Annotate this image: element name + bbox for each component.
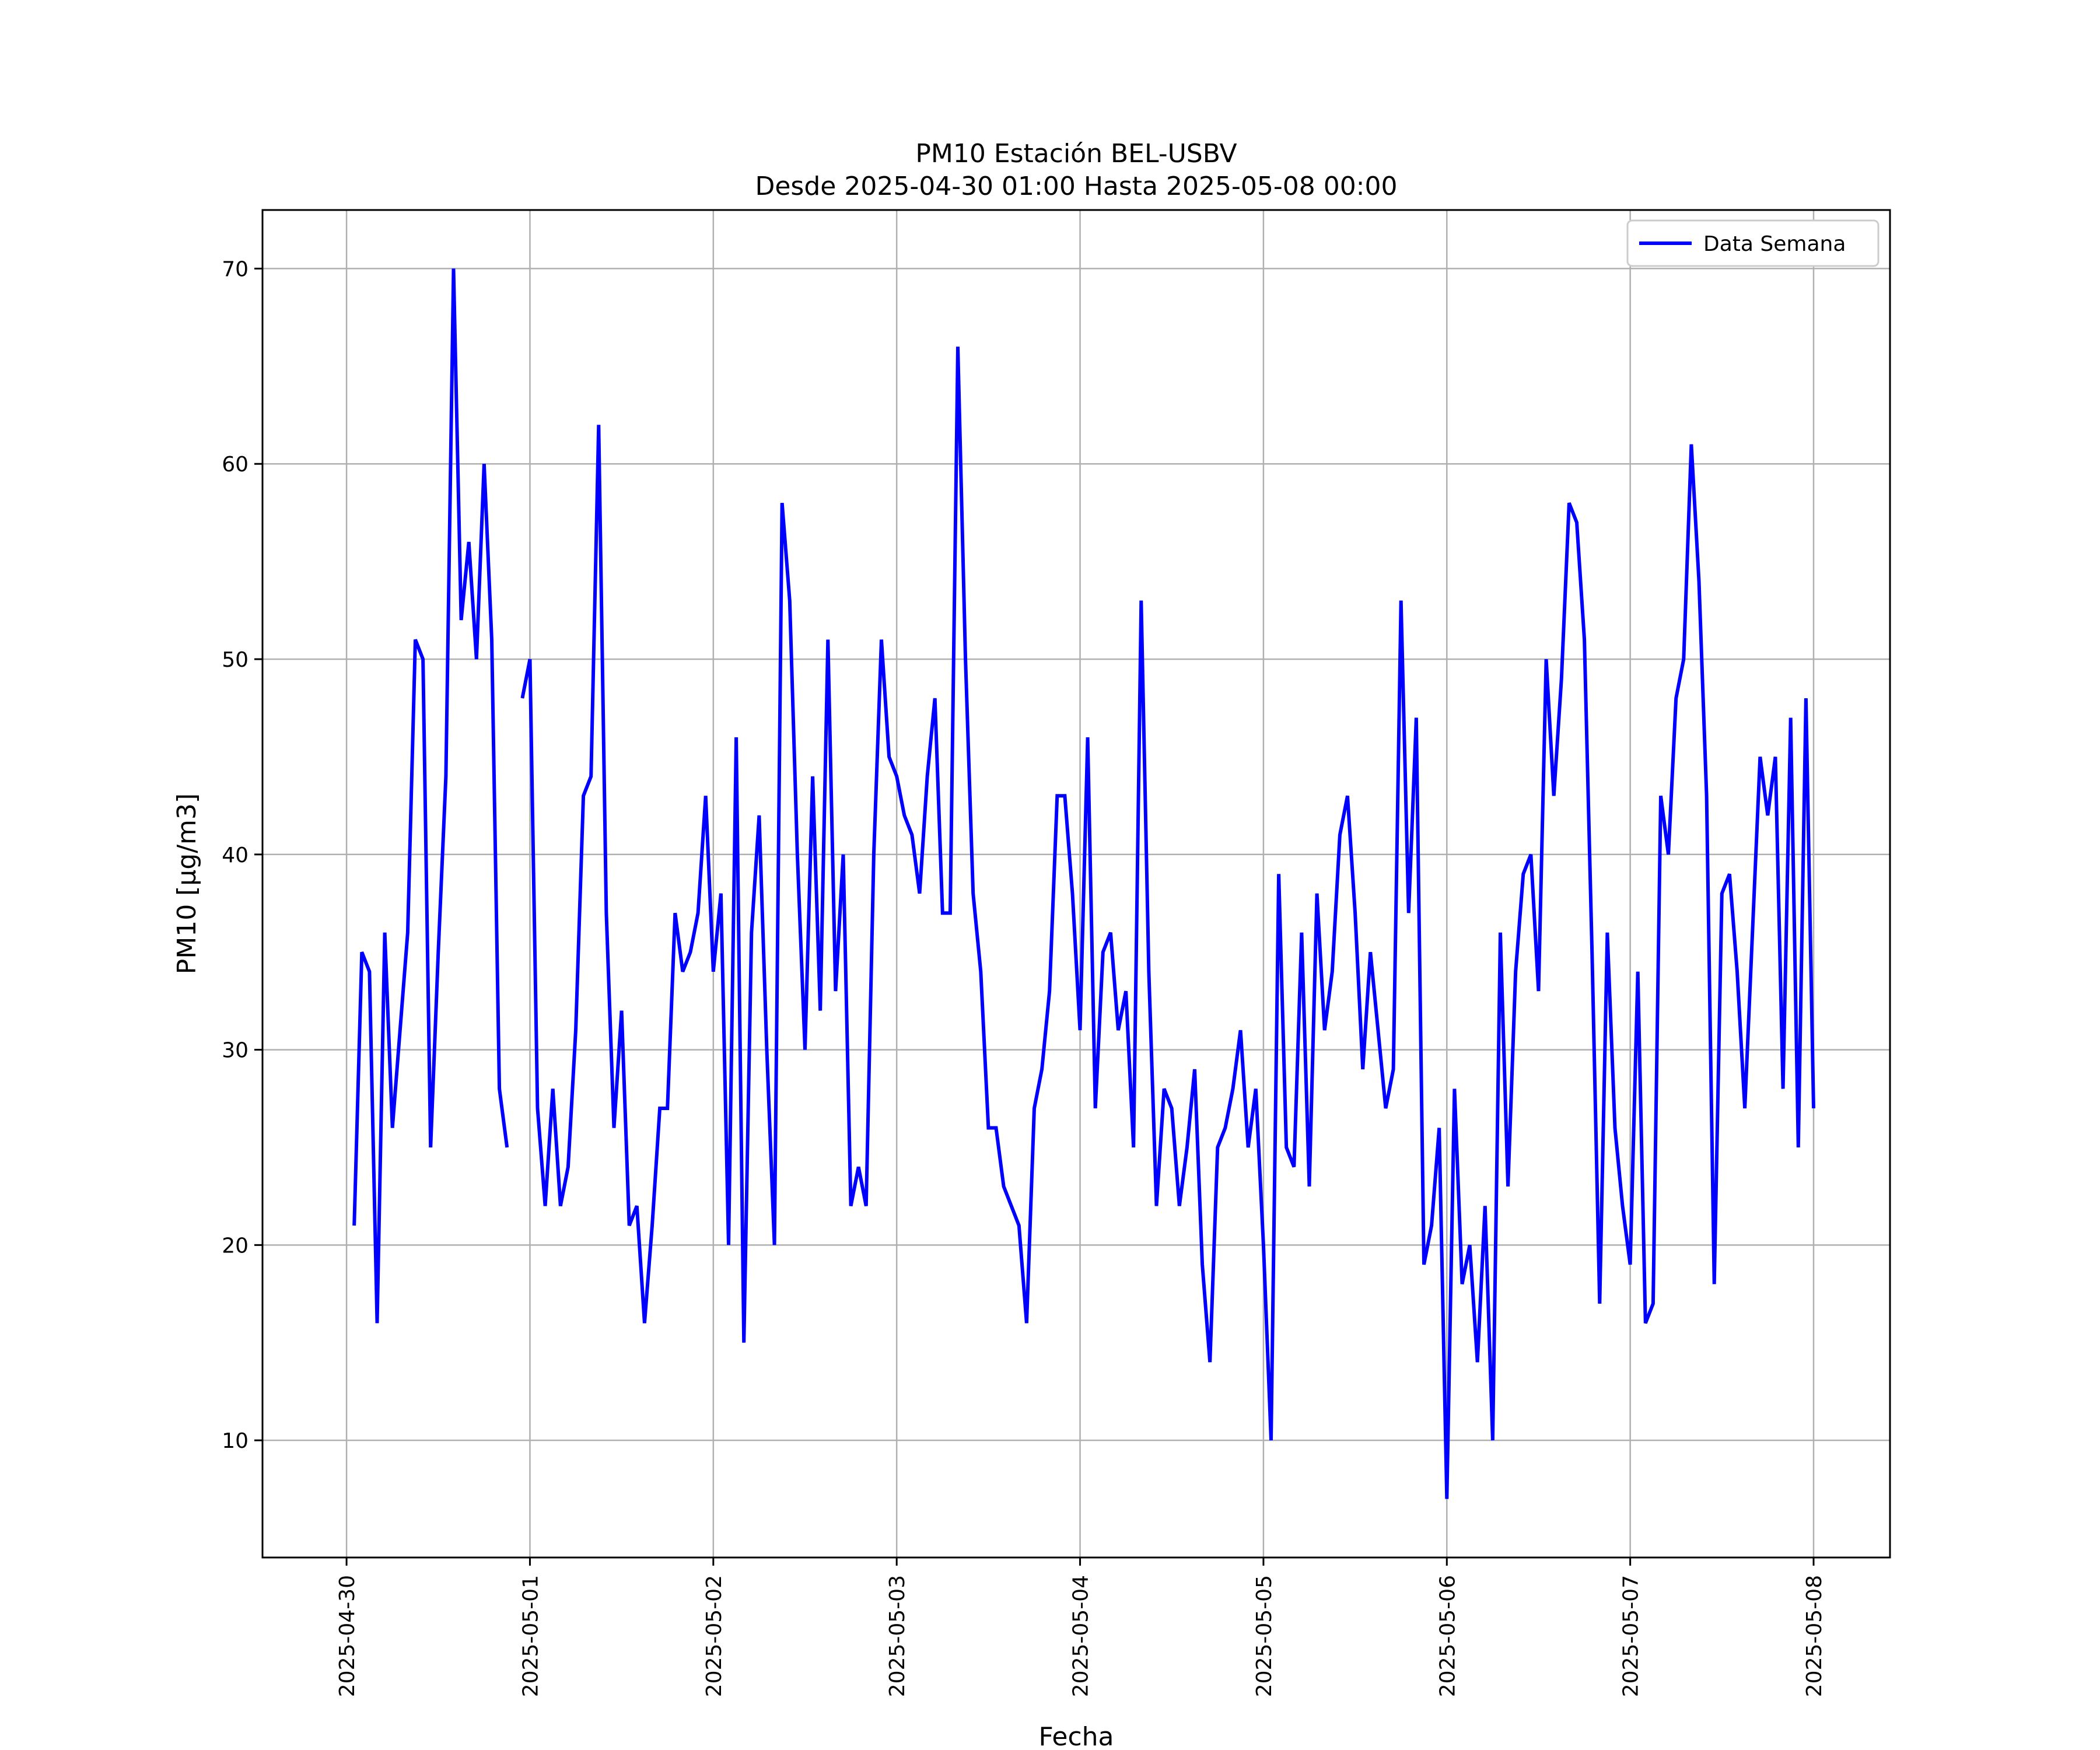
legend: Data Semana	[1626, 219, 1880, 267]
y-tick-label: 10	[222, 1429, 249, 1453]
x-tick-label: 2025-05-08	[1803, 1575, 1826, 1697]
chart-title: PM10 Estación BEL-USBV	[915, 139, 1237, 169]
ticks: 10 20 30 40 50 60 70 2025-04-30 2025-05-01 2025-0…	[222, 257, 1826, 1697]
legend-box	[1626, 219, 1880, 267]
x-tick-label: 2025-05-04	[1069, 1575, 1093, 1697]
x-tick-label: 2025-05-02	[702, 1575, 726, 1697]
x-tick-label: 2025-05-03	[886, 1575, 909, 1697]
y-tick-label: 50	[222, 648, 249, 672]
series-line-segment	[352, 268, 509, 1324]
legend-entry: Data Semana	[1703, 232, 1846, 256]
chart-subtitle: Desde 2025-04-30 01:00 Hasta 2025-05-08 …	[755, 172, 1397, 201]
x-tick-label: 2025-05-07	[1619, 1575, 1643, 1697]
x-tick-label: 2025-04-30	[335, 1575, 359, 1697]
y-tick-label: 20	[222, 1234, 249, 1258]
y-tick-label: 60	[222, 453, 249, 477]
x-axis-label: Fecha	[1038, 1722, 1114, 1750]
y-tick-label: 30	[222, 1039, 249, 1063]
y-tick-label: 40	[222, 844, 249, 867]
y-tick-label: 70	[222, 257, 249, 281]
x-tick-label: 2025-05-06	[1436, 1575, 1460, 1697]
x-tick-label: 2025-05-05	[1252, 1575, 1276, 1697]
series-layer	[352, 268, 1815, 1499]
series-line-segment	[520, 346, 1815, 1499]
axes-frame	[261, 209, 1891, 1559]
x-tick-label: 2025-05-01	[519, 1575, 542, 1697]
y-axis-label: PM10 [μg/m3]	[172, 793, 202, 974]
grid-lines	[262, 210, 1890, 1558]
